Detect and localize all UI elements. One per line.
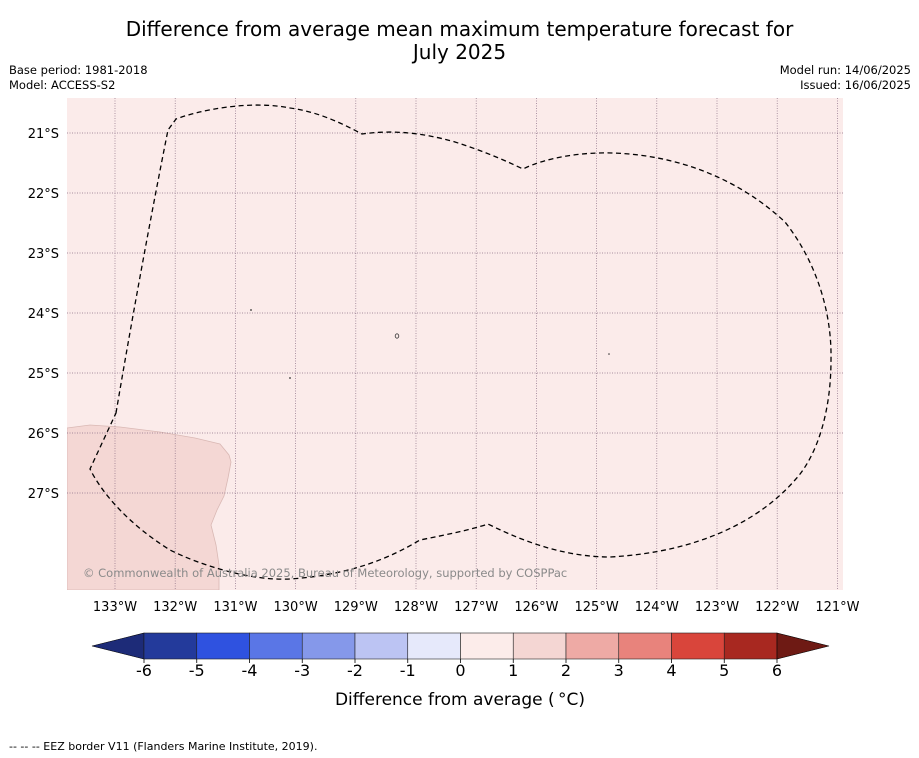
colorbar-block [618, 632, 672, 660]
latitude-label: 22°S [28, 187, 59, 202]
longitude-labels: 133°W 132°W 131°W 130°W 129°W 128°W 127°W 126°W… [93, 600, 860, 615]
island [608, 353, 610, 355]
colorbar-tick-label: 5 [719, 661, 729, 680]
colorbar-tick-label: -3 [294, 661, 310, 680]
longitude-label: 128°W [394, 600, 438, 615]
meta-left: Base period: 1981-2018 Model: ACCESS-S2 [9, 63, 148, 93]
longitude-label: 121°W [815, 600, 859, 615]
model-name: Model: ACCESS-S2 [9, 78, 116, 92]
colorbar-tick-label: 6 [772, 661, 782, 680]
latitude-label: 26°S [28, 427, 59, 442]
colorbar-tick-label: 2 [561, 661, 571, 680]
colorbar-over-arrow [776, 632, 830, 660]
colorbar-block [671, 632, 725, 660]
colorbar-block [723, 632, 778, 660]
island [394, 333, 400, 339]
latitude-label: 21°S [28, 127, 59, 142]
longitude-label: 132°W [153, 600, 197, 615]
longitude-label: 122°W [755, 600, 799, 615]
latitude-label: 27°S [28, 487, 59, 502]
colorbar-block [407, 632, 461, 660]
warmer-anomaly-area [67, 424, 232, 590]
title-line-1: Difference from average mean maximum tem… [125, 17, 794, 41]
colorbar-block [512, 632, 567, 660]
longitude-label: 133°W [93, 600, 137, 615]
colorbar-block [301, 632, 356, 660]
colorbar-under-arrow [91, 632, 145, 660]
colorbar-block [196, 632, 250, 660]
longitude-label: 125°W [575, 600, 619, 615]
colorbar-block [565, 632, 620, 660]
map-title: Difference from average mean maximum tem… [0, 18, 919, 64]
colorbar-ticks: -6 -5 -4 -3 -2 -1 0 1 2 3 4 5 6 [136, 659, 782, 680]
title-line-2: July 2025 [412, 40, 507, 64]
latitude-label: 23°S [28, 247, 59, 262]
colorbar-tick-label: 1 [508, 661, 518, 680]
colorbar-tick-label: 0 [455, 661, 465, 680]
longitude-label: 127°W [454, 600, 498, 615]
colorbar-block [460, 632, 514, 660]
colorbar-block [249, 632, 303, 660]
islands [250, 309, 610, 379]
colorbar-tick-label: -2 [347, 661, 363, 680]
longitude-label: 123°W [695, 600, 739, 615]
island [289, 377, 291, 379]
base-period: Base period: 1981-2018 [9, 63, 148, 77]
colorbar-block [143, 632, 198, 660]
longitude-label: 130°W [274, 600, 318, 615]
colorbar: -6 -5 -4 -3 -2 -1 0 1 2 3 4 5 6 Difference from aver… [91, 632, 830, 710]
colorbar-tick-label: 3 [614, 661, 624, 680]
colorbar-blocks [143, 632, 778, 660]
longitude-label: 131°W [213, 600, 257, 615]
copyright-text: © Commonwealth of Australia 2025, Bureau… [83, 566, 567, 580]
colorbar-tick-label: -4 [242, 661, 258, 680]
eez-border [89, 104, 832, 580]
longitude-label: 126°W [514, 600, 558, 615]
map-panel: © Commonwealth of Australia 2025, Bureau… [67, 98, 843, 590]
colorbar-tick-label: -6 [136, 661, 152, 680]
latitude-label: 24°S [28, 307, 59, 322]
colorbar-label: Difference from average ( °C) [335, 690, 585, 710]
colorbar-tick-label: 4 [666, 661, 676, 680]
island [250, 309, 252, 311]
colorbar-block [354, 632, 409, 660]
issued-date: Issued: 16/06/2025 [800, 78, 911, 92]
longitude-label: 124°W [635, 600, 679, 615]
colorbar-tick-label: -5 [189, 661, 205, 680]
model-run: Model run: 14/06/2025 [779, 63, 911, 77]
latitude-labels: 21°S 22°S 23°S 24°S 25°S 26°S 27°S [28, 127, 59, 502]
graticule [67, 98, 843, 590]
latitude-label: 25°S [28, 367, 59, 382]
colorbar-tick-label: -1 [400, 661, 416, 680]
longitude-label: 129°W [334, 600, 378, 615]
meta-right: Model run: 14/06/2025 Issued: 16/06/2025 [780, 63, 911, 93]
eez-legend-footnote: -- -- -- EEZ border V11 (Flanders Marine… [9, 740, 318, 753]
